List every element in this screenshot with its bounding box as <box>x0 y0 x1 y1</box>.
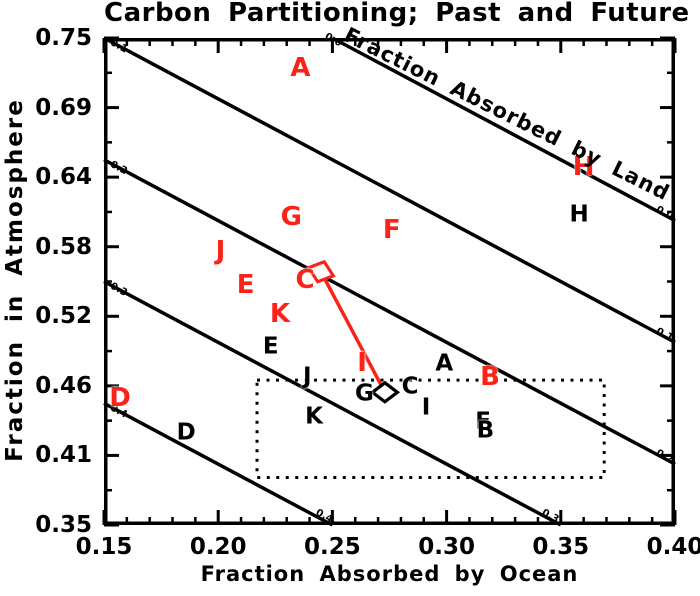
y-tick-label-0.52: 0.52 <box>35 303 92 330</box>
x-tick-label-0.30: 0.30 <box>418 534 475 560</box>
land-contour-line-0.4 <box>103 401 334 527</box>
model-point-black-E: E <box>262 333 279 360</box>
y-tick-label-0.46: 0.46 <box>35 372 92 399</box>
plot-area: 0.00.00.10.10.20.20.30.30.40.4 AHGFJECKI… <box>102 23 677 527</box>
x-tick-label-0.40: 0.40 <box>646 534 700 560</box>
model-point-red-F: F <box>382 215 401 246</box>
land-contour-line-0.1 <box>103 36 676 344</box>
black-diamond-marker <box>369 380 401 404</box>
model-point-black-G: G <box>354 380 374 406</box>
x-tick-label-0.25: 0.25 <box>304 534 361 560</box>
model-point-red-J: J <box>215 236 226 267</box>
x-axis-title: Fraction Absorbed by Ocean <box>200 562 579 586</box>
model-point-black-D: D <box>176 419 196 445</box>
y-tick-label-0.69: 0.69 <box>35 94 92 121</box>
x-tick-label-0.35: 0.35 <box>532 534 590 560</box>
y-tick-label-0.35: 0.35 <box>35 512 92 538</box>
model-point-black-F: F <box>475 408 491 434</box>
model-point-black-H: H <box>569 201 589 227</box>
land-contour-line-0.3 <box>103 279 562 527</box>
chart-title: Carbon Partitioning; Past and Future <box>104 0 690 28</box>
model-point-red-B: B <box>480 361 500 392</box>
red-diamond-marker <box>306 259 336 284</box>
x-tick-label-0.15: 0.15 <box>75 534 133 560</box>
connector-line <box>319 270 387 394</box>
model-point-red-D: D <box>109 383 131 414</box>
land-contour-line-0.0 <box>331 36 676 223</box>
x-tick-label-0.20: 0.20 <box>189 534 247 560</box>
model-point-red-H: H <box>572 152 595 183</box>
y-tick-label-0.64: 0.64 <box>35 164 92 191</box>
y-tick-label-0.58: 0.58 <box>35 233 92 260</box>
model-point-black-J: J <box>303 363 312 389</box>
model-point-red-G: G <box>280 202 302 232</box>
dotted-box <box>255 378 606 480</box>
model-point-red-A: A <box>290 53 311 84</box>
model-point-black-I: I <box>421 394 431 421</box>
model-point-black-B: B <box>476 417 495 444</box>
land-contour-line-0.2 <box>103 158 676 466</box>
model-point-black-K: K <box>305 403 324 430</box>
model-point-red-I: I <box>357 348 367 379</box>
plot-canvas: 0.00.00.10.10.20.20.30.30.40.4 <box>102 31 677 527</box>
model-point-red-K: K <box>269 299 290 330</box>
model-point-black-A: A <box>435 350 454 377</box>
model-point-black-C: C <box>401 373 419 400</box>
y-tick-label-0.41: 0.41 <box>35 442 92 469</box>
model-point-red-C: C <box>295 265 315 296</box>
y-tick-label-0.75: 0.75 <box>35 25 92 51</box>
model-point-red-E: E <box>236 270 255 301</box>
y-axis-title: Fraction in Atmosphere <box>2 98 28 462</box>
